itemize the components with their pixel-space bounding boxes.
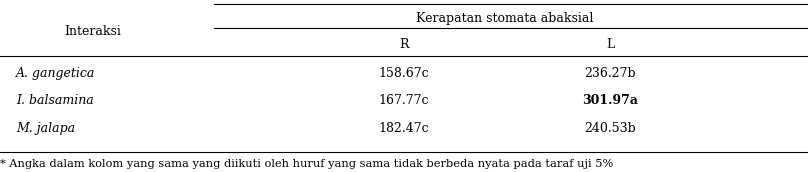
- Text: Kerapatan stomata abaksial: Kerapatan stomata abaksial: [416, 12, 594, 25]
- Text: Interaksi: Interaksi: [65, 25, 121, 38]
- Text: 182.47c: 182.47c: [379, 122, 429, 135]
- Text: 236.27b: 236.27b: [584, 67, 636, 80]
- Text: M. jalapa: M. jalapa: [16, 122, 75, 135]
- Text: I. balsamina: I. balsamina: [16, 94, 94, 107]
- Text: L: L: [606, 38, 614, 51]
- Text: 167.77c: 167.77c: [379, 94, 429, 107]
- Text: 158.67c: 158.67c: [379, 67, 429, 80]
- Text: A. gangetica: A. gangetica: [16, 67, 95, 80]
- Text: * Angka dalam kolom yang sama yang diikuti oleh huruf yang sama tidak berbeda ny: * Angka dalam kolom yang sama yang diiku…: [0, 159, 613, 169]
- Text: 240.53b: 240.53b: [584, 122, 636, 135]
- Text: 301.97a: 301.97a: [582, 94, 638, 107]
- Text: R: R: [399, 38, 409, 51]
